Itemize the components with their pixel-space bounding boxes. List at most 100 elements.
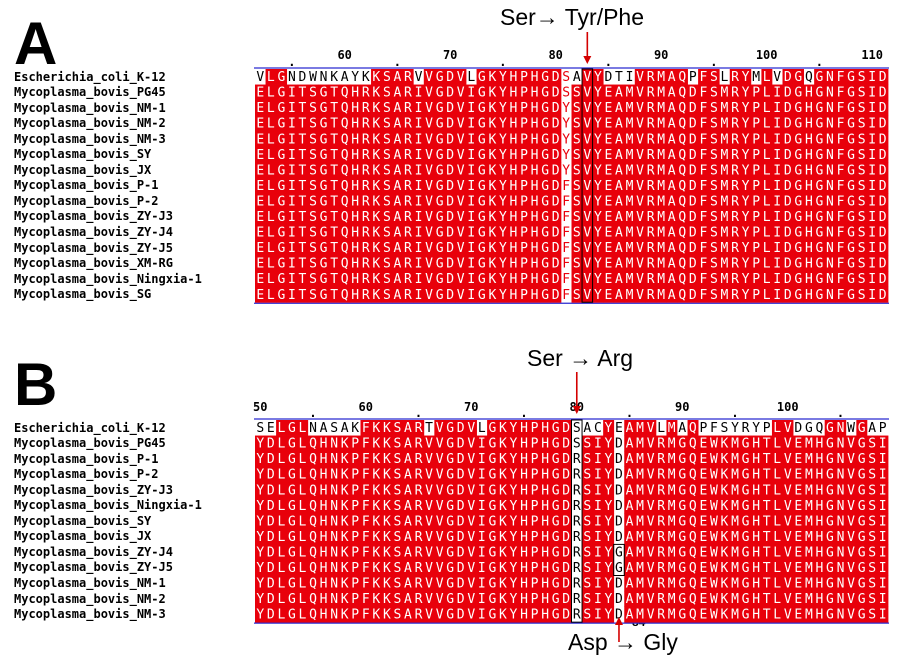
- conserved-cell: [276, 497, 288, 514]
- conserved-cell: [866, 146, 878, 163]
- ruler-dot: .: [520, 406, 528, 420]
- residue: D: [267, 592, 275, 607]
- residue: H: [510, 257, 518, 272]
- residue: L: [299, 452, 307, 467]
- conserved-cell: [392, 575, 404, 592]
- residue: V: [784, 483, 792, 498]
- residue: E: [699, 561, 707, 576]
- residue: G: [552, 577, 560, 592]
- residue: I: [288, 257, 296, 272]
- residue: G: [742, 437, 750, 452]
- conserved-cell: [423, 559, 435, 576]
- residue: A: [626, 421, 634, 436]
- residue: L: [267, 179, 275, 194]
- conserved-cell: [276, 255, 288, 272]
- residue: R: [362, 148, 370, 163]
- conserved-cell: [539, 271, 551, 288]
- residue: Y: [510, 577, 518, 592]
- residue: E: [699, 592, 707, 607]
- residue: D: [446, 148, 454, 163]
- residue: K: [488, 179, 496, 194]
- residue: G: [816, 117, 824, 132]
- conserved-cell: [603, 591, 615, 607]
- conserved-cell: [297, 544, 309, 561]
- conserved-cell: [814, 606, 826, 623]
- residue: G: [858, 592, 866, 607]
- residue: E: [256, 257, 264, 272]
- residue: Y: [499, 272, 507, 287]
- residue: V: [647, 592, 655, 607]
- residue: R: [731, 210, 739, 225]
- conserved-cell: [761, 528, 773, 545]
- residue: K: [372, 117, 380, 132]
- conserved-cell: [687, 131, 699, 148]
- residue: M: [626, 101, 634, 116]
- residue: I: [879, 514, 887, 529]
- conserved-cell: [698, 100, 710, 117]
- conserved-cell: [803, 559, 815, 576]
- conserved-cell: [307, 100, 319, 117]
- residue: R: [362, 194, 370, 209]
- conserved-cell: [571, 224, 583, 241]
- conserved-cell: [592, 606, 604, 623]
- residue: M: [657, 210, 665, 225]
- conserved-cell: [487, 271, 499, 288]
- residue: G: [552, 437, 560, 452]
- residue: K: [341, 452, 349, 467]
- residue: Y: [594, 226, 602, 241]
- residue: E: [794, 608, 802, 623]
- residue: V: [457, 163, 465, 178]
- conserved-cell: [392, 84, 404, 101]
- residue: G: [478, 272, 486, 287]
- conserved-cell: [508, 559, 520, 576]
- residue: R: [573, 483, 581, 498]
- residue: K: [383, 608, 391, 623]
- conserved-cell: [708, 131, 720, 148]
- conserved-cell: [698, 271, 710, 288]
- conserved-cell: [782, 482, 794, 499]
- conserved-cell: [402, 435, 414, 452]
- conserved-cell: [856, 193, 868, 210]
- conserved-cell: [729, 115, 741, 132]
- ruler-tick-label: 90: [675, 400, 690, 414]
- residue: H: [805, 288, 813, 303]
- residue: V: [647, 514, 655, 529]
- residue: T: [330, 163, 338, 178]
- conserved-cell: [624, 115, 636, 132]
- conserved-cell: [349, 100, 361, 117]
- conserved-cell: [360, 544, 372, 561]
- residue: H: [805, 117, 813, 132]
- residue: G: [277, 101, 285, 116]
- conserved-cell: [328, 513, 340, 530]
- residue: T: [330, 101, 338, 116]
- conserved-cell: [508, 606, 520, 623]
- residue: Y: [256, 577, 264, 592]
- residue: Q: [309, 437, 317, 452]
- conserved-cell: [413, 575, 425, 592]
- conserved-cell: [276, 100, 288, 117]
- conserved-cell: [392, 528, 404, 545]
- residue: R: [404, 70, 412, 85]
- conserved-cell: [371, 271, 382, 288]
- residue: S: [868, 437, 876, 452]
- residue: H: [805, 257, 813, 272]
- residue: I: [594, 452, 602, 467]
- conserved-cell: [360, 240, 372, 256]
- conserved-cell: [845, 193, 857, 210]
- conserved-cell: [318, 435, 330, 452]
- residue: Y: [605, 545, 613, 560]
- conserved-cell: [582, 208, 593, 225]
- conserved-cell: [677, 591, 688, 607]
- residue: I: [467, 101, 475, 116]
- conserved-cell: [297, 84, 309, 101]
- residue: Y: [510, 514, 518, 529]
- residue: L: [299, 514, 307, 529]
- residue: A: [626, 608, 634, 623]
- conserved-cell: [318, 224, 330, 241]
- conserved-cell: [466, 131, 477, 148]
- residue: D: [879, 70, 887, 85]
- conserved-cell: [297, 606, 309, 623]
- conserved-cell: [677, 224, 688, 241]
